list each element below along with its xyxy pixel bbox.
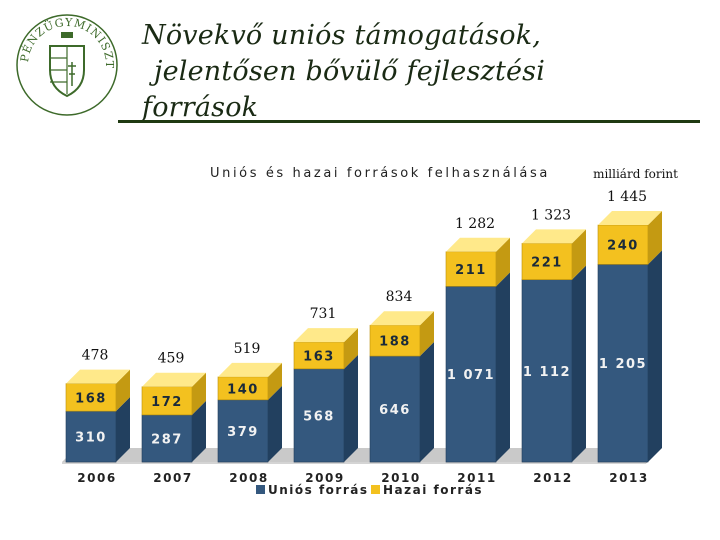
label-eu-2008: 379 bbox=[227, 425, 259, 440]
bar-top-2010 bbox=[370, 311, 434, 326]
bar-domestic-side-2008 bbox=[268, 362, 282, 400]
chart-floor bbox=[62, 448, 660, 462]
bar-eu-side-2007 bbox=[192, 400, 206, 462]
tick-2008: 2008 bbox=[229, 471, 268, 485]
label-total-2013: 1 445 bbox=[607, 189, 647, 205]
funding-chart: Uniós és hazai források felhasználása mil… bbox=[62, 166, 678, 497]
legend-label-domestic: Hazai forrás bbox=[383, 483, 483, 497]
ministry-logo: PÉNZÜGYMINISZTÉRIUM bbox=[14, 12, 118, 116]
label-eu-2007: 287 bbox=[151, 432, 183, 447]
label-domestic-2010: 188 bbox=[379, 335, 411, 350]
bar-eu-side-2013 bbox=[648, 250, 662, 462]
bar-domestic-side-2009 bbox=[344, 328, 358, 369]
bar-eu-2010 bbox=[369, 355, 421, 463]
tick-2009: 2009 bbox=[305, 471, 344, 485]
tick-2010: 2010 bbox=[381, 471, 420, 485]
tick-2012: 2012 bbox=[533, 471, 572, 485]
label-total-2012: 1 323 bbox=[531, 207, 571, 223]
bar-domestic-side-2006 bbox=[116, 369, 130, 412]
bar-eu-side-2006 bbox=[116, 397, 130, 462]
label-eu-2010: 646 bbox=[379, 403, 411, 418]
slide-title-line-1: Növekvő uniós támogatások, bbox=[142, 20, 542, 51]
chart-title: Uniós és hazai források felhasználása bbox=[210, 166, 550, 181]
bar-top-2011 bbox=[446, 237, 510, 252]
bar-top-2013 bbox=[598, 211, 662, 226]
bar-domestic-side-2007 bbox=[192, 372, 206, 415]
bar-top-2012 bbox=[522, 229, 586, 244]
label-total-2009: 731 bbox=[310, 306, 337, 322]
bar-domestic-side-2013 bbox=[648, 211, 662, 265]
label-eu-2009: 568 bbox=[303, 409, 335, 424]
label-total-2008: 519 bbox=[234, 341, 261, 357]
label-total-2007: 459 bbox=[158, 351, 185, 367]
bar-eu-side-2011 bbox=[496, 272, 510, 462]
label-eu-2013: 1 205 bbox=[599, 357, 647, 372]
svg-text:PÉNZÜGYMINISZTÉRIUM: PÉNZÜGYMINISZTÉRIUM bbox=[14, 12, 116, 69]
label-total-2006: 478 bbox=[82, 348, 109, 364]
tick-2007: 2007 bbox=[153, 471, 192, 485]
label-eu-2006: 310 bbox=[75, 431, 107, 446]
bar-eu-side-2010 bbox=[420, 342, 434, 462]
bar-domestic-2013 bbox=[597, 224, 649, 265]
bar-eu-2011 bbox=[445, 286, 497, 463]
legend-swatch-domestic bbox=[371, 485, 380, 494]
bar-eu-side-2012 bbox=[572, 265, 586, 462]
bar-eu-side-2009 bbox=[344, 354, 358, 462]
bar-eu-2008 bbox=[217, 399, 269, 463]
tick-2013: 2013 bbox=[609, 471, 648, 485]
bar-top-2006 bbox=[66, 369, 130, 384]
legend-label-eu: Uniós forrás bbox=[268, 483, 369, 497]
bar-eu-2009 bbox=[293, 368, 345, 463]
label-domestic-2008: 140 bbox=[227, 382, 259, 397]
slide-title-line-3: források bbox=[142, 92, 259, 123]
bar-eu-side-2008 bbox=[268, 385, 282, 462]
coat-of-arms-icon bbox=[49, 32, 85, 98]
title-underline bbox=[118, 120, 700, 123]
label-total-2010: 834 bbox=[386, 289, 413, 305]
label-domestic-2007: 172 bbox=[151, 395, 183, 410]
bar-domestic-2012 bbox=[521, 243, 573, 280]
bar-eu-2013 bbox=[597, 264, 649, 463]
unit-label: milliárd forint bbox=[593, 167, 678, 181]
legend-swatch-eu bbox=[256, 485, 265, 494]
label-eu-2012: 1 112 bbox=[523, 365, 571, 380]
label-total-2011: 1 282 bbox=[455, 216, 495, 232]
bar-top-2009 bbox=[294, 328, 358, 343]
bar-domestic-2007 bbox=[141, 386, 193, 416]
bar-domestic-side-2012 bbox=[572, 229, 586, 280]
label-domestic-2012: 221 bbox=[531, 256, 563, 271]
bar-domestic-side-2011 bbox=[496, 237, 510, 287]
bar-domestic-2011 bbox=[445, 251, 497, 287]
slide-title-line-2: jelentősen bővülő fejlesztési bbox=[154, 56, 546, 87]
bar-eu-2007 bbox=[141, 414, 193, 463]
tick-2006: 2006 bbox=[77, 471, 116, 485]
label-domestic-2013: 240 bbox=[607, 239, 639, 254]
bar-top-2008 bbox=[218, 362, 282, 377]
bar-top-2007 bbox=[142, 372, 206, 387]
bar-domestic-side-2010 bbox=[420, 311, 434, 357]
label-domestic-2011: 211 bbox=[455, 263, 487, 278]
bar-domestic-2009 bbox=[293, 341, 345, 370]
label-eu-2011: 1 071 bbox=[447, 368, 495, 383]
tick-2011: 2011 bbox=[457, 471, 496, 485]
bar-eu-2012 bbox=[521, 279, 573, 463]
label-domestic-2006: 168 bbox=[75, 391, 107, 406]
label-domestic-2009: 163 bbox=[303, 349, 335, 364]
bar-eu-2006 bbox=[65, 410, 117, 463]
